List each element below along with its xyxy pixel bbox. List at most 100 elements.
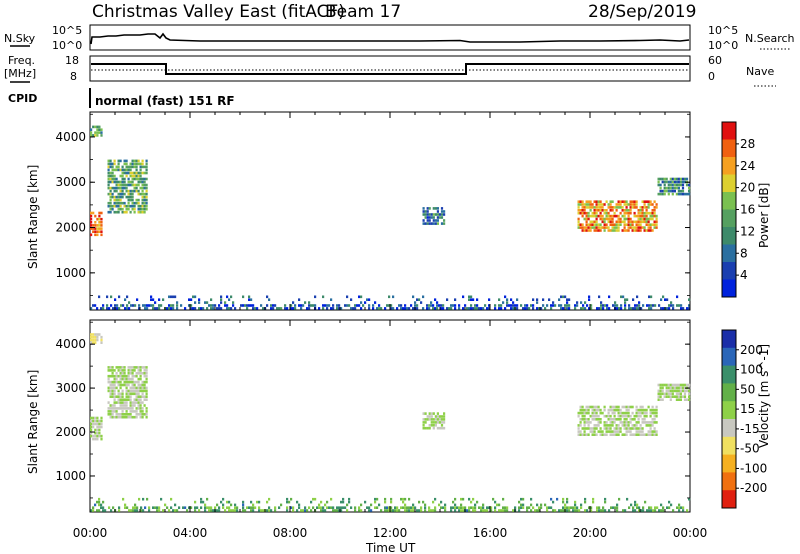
velocity-echo-pixel	[428, 509, 431, 512]
colorbar-tick-label: 28	[740, 137, 755, 151]
velocity-echo-pixel	[669, 398, 672, 401]
velocity-echo-pixel	[111, 413, 114, 416]
velocity-echo-pixel	[430, 412, 433, 415]
power-echo-pixel	[137, 174, 140, 178]
velocity-echo-pixel	[412, 506, 415, 509]
velocity-echo-pixel	[633, 418, 636, 421]
power-echo-pixel	[597, 209, 600, 212]
nsearch-label: N.Search	[745, 32, 795, 45]
power-echo-pixel	[661, 189, 664, 193]
velocity-echo-pixel	[115, 415, 118, 419]
velocity-echo-pixel	[458, 506, 461, 509]
power-echo-pixel	[133, 174, 136, 178]
power-echo-pixel	[649, 211, 652, 215]
velocity-echo-pixel	[603, 405, 606, 409]
velocity-echo-pixel	[626, 497, 629, 501]
velocity-echo-pixel	[593, 427, 596, 430]
power-echo-pixel	[378, 304, 381, 307]
velocity-echo-pixel	[568, 509, 571, 512]
power-echo-pixel	[268, 298, 271, 301]
power-echo-pixel	[168, 295, 171, 299]
velocity-echo-pixel	[121, 392, 124, 396]
power-echo-pixel	[145, 186, 148, 190]
velocity-echo-pixel	[670, 503, 673, 507]
power-echo-pixel	[617, 200, 620, 203]
power-echo-pixel	[117, 204, 120, 208]
power-echo-pixel	[322, 304, 325, 307]
velocity-echo-pixel	[286, 506, 289, 509]
power-echo-pixel	[564, 304, 567, 307]
power-echo-pixel	[631, 220, 634, 224]
power-echo-pixel	[119, 204, 122, 208]
velocity-echo-pixel	[121, 413, 124, 416]
power-echo-pixel	[364, 301, 367, 304]
power-echo-pixel	[474, 307, 477, 310]
velocity-echo-pixel	[148, 506, 151, 509]
velocity-echo-pixel	[686, 509, 689, 512]
velocity-echo-pixel	[634, 509, 637, 512]
power-echo-pixel	[119, 201, 122, 205]
velocity-echo-pixel	[621, 411, 624, 415]
colorbar-tick-label: 200	[740, 343, 763, 357]
power-echo-pixel	[637, 229, 640, 232]
velocity-echo-pixel	[607, 424, 610, 427]
power-echo-pixel	[606, 307, 609, 310]
velocity-echo-pixel	[665, 383, 668, 387]
power-echo-pixel	[127, 180, 130, 184]
power-echo-pixel	[663, 183, 666, 187]
velocity-echo-pixel	[125, 377, 128, 381]
power-echo-pixel	[643, 217, 646, 221]
velocity-echo-pixel	[591, 427, 594, 430]
velocity-echo-pixel	[137, 398, 140, 401]
velocity-echo-pixel	[671, 392, 674, 396]
velocity-echo-pixel	[98, 497, 101, 501]
power-echo-pixel	[121, 183, 124, 187]
power-echo-pixel	[426, 213, 429, 216]
power-echo-pixel	[585, 203, 588, 206]
power-echo-pixel	[627, 226, 630, 229]
power-echo-pixel	[292, 301, 295, 304]
power-echo-pixel	[145, 159, 148, 163]
power-echo-pixel	[98, 230, 101, 233]
velocity-echo-pixel	[374, 500, 377, 504]
power-echo-pixel	[627, 223, 630, 226]
velocity-echo-pixel	[434, 415, 437, 418]
velocity-echo-pixel	[100, 506, 103, 509]
velocity-echo-pixel	[322, 506, 325, 509]
velocity-echo-pixel	[623, 427, 626, 430]
power-echo-pixel	[137, 198, 140, 202]
velocity-echo-pixel	[218, 509, 221, 512]
velocity-echo-pixel	[450, 509, 453, 512]
power-echo-pixel	[111, 171, 114, 175]
x-tick-label: 08:00	[273, 526, 308, 540]
velocity-echo-pixel	[637, 418, 640, 421]
velocity-echo-pixel	[602, 506, 605, 509]
power-echo-pixel	[443, 210, 446, 213]
power-echo-pixel	[145, 171, 148, 175]
power-echo-pixel	[430, 304, 433, 307]
velocity-echo-pixel	[430, 418, 433, 421]
velocity-echo-pixel	[615, 433, 618, 436]
power-echo-pixel	[115, 195, 118, 199]
power-echo-pixel	[641, 206, 644, 209]
velocity-echo-pixel	[135, 366, 138, 369]
power-echo-pixel	[115, 180, 118, 184]
power-echo-pixel	[528, 307, 531, 310]
colorbar-tick-label: -100	[740, 461, 767, 475]
y-tick-label: 1000	[55, 266, 86, 280]
velocity-echo-pixel	[581, 418, 584, 421]
power-echo-pixel	[498, 304, 501, 307]
velocity-echo-pixel	[671, 395, 674, 398]
power-echo-pixel	[595, 220, 598, 224]
power-echo-pixel	[637, 226, 640, 229]
velocity-echo-pixel	[576, 506, 579, 509]
power-echo-pixel	[637, 223, 640, 226]
power-echo-pixel	[135, 168, 138, 172]
power-echo-pixel	[246, 307, 249, 310]
velocity-echo-pixel	[653, 411, 656, 415]
velocity-echo-pixel	[92, 333, 95, 336]
power-echo-pixel	[661, 180, 664, 184]
velocity-echo-pixel	[324, 509, 327, 512]
velocity-echo-pixel	[611, 411, 614, 415]
velocity-echo-pixel	[374, 506, 377, 509]
